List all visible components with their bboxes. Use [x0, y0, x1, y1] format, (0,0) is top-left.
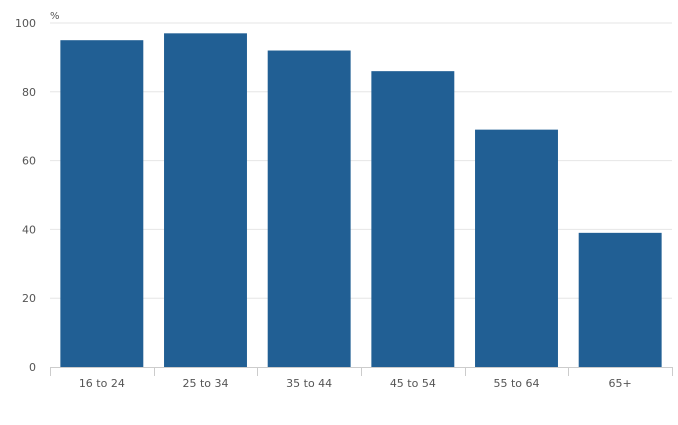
bar — [578, 232, 662, 367]
y-axis-unit-label: % — [50, 11, 60, 22]
y-tick-label: 20 — [22, 292, 36, 305]
x-tick-label: 16 to 24 — [79, 377, 125, 390]
bar — [475, 129, 558, 367]
bar — [164, 33, 247, 367]
bars — [60, 33, 662, 368]
x-tick-label: 25 to 34 — [182, 377, 228, 390]
x-tick-label: 65+ — [609, 377, 632, 390]
axes: 0 20 40 60 80 100 16 to 24 25 to 34 35 to 44 45 t… — [15, 17, 673, 390]
bar — [60, 40, 144, 367]
x-tick-label: 55 to 64 — [493, 377, 539, 390]
bar — [371, 71, 455, 367]
bar — [267, 50, 351, 368]
x-tick-label: 35 to 44 — [286, 377, 332, 390]
gridlines — [50, 22, 672, 299]
y-tick-label: 40 — [22, 223, 36, 236]
y-tick-label: 100 — [15, 17, 36, 30]
y-tick-label: 60 — [22, 155, 36, 168]
y-tick-label: 0 — [29, 361, 36, 374]
x-tick-label: 45 to 54 — [390, 377, 436, 390]
y-tick-label: 80 — [22, 86, 36, 99]
